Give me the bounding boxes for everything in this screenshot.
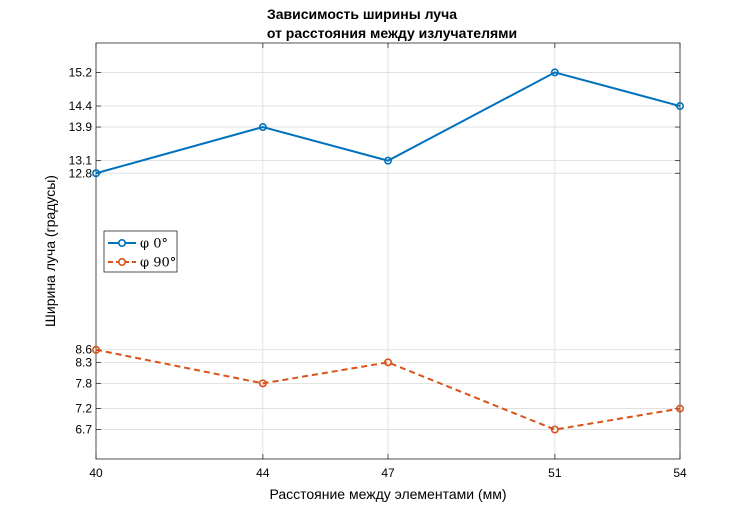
series-0-point xyxy=(92,169,101,178)
legend: φ 0° φ 90° xyxy=(103,230,178,273)
series-1-point xyxy=(383,358,392,367)
legend-box xyxy=(103,230,178,273)
x-axis-label: Расстояние между элементами (мм) xyxy=(269,486,506,502)
x-tick-label: 51 xyxy=(548,466,562,480)
y-tick-label: 15.2 xyxy=(69,65,93,79)
y-tick-label: 7.2 xyxy=(75,402,92,416)
series-1-point xyxy=(550,425,559,434)
y-tick-label: 12.8 xyxy=(69,166,93,180)
chart-title-line-2: от расстояния между излучателями xyxy=(267,25,517,41)
series-0-point xyxy=(383,156,392,165)
series-layer xyxy=(92,68,684,434)
y-tick-label: 7.8 xyxy=(75,376,92,390)
grid-layer xyxy=(95,43,681,459)
y-tick-label: 6.7 xyxy=(75,423,92,437)
y-axis-ticks: 6.7 7.2 7.8 8.38.6 12.813.1 13.9 14.4 15.2 xyxy=(69,65,680,437)
series-1-point xyxy=(92,345,101,354)
legend-items: φ 0° φ 90° xyxy=(108,237,176,271)
series-0-line xyxy=(95,71,681,175)
y-axis-label: Ширина луча (градусы) xyxy=(42,175,58,327)
y-tick-label: 13.1 xyxy=(69,154,93,168)
x-tick-label: 54 xyxy=(673,466,687,480)
y-tick-label: 8.6 xyxy=(75,343,92,357)
x-tick-label: 47 xyxy=(381,466,395,480)
legend-marker-1 xyxy=(118,257,127,266)
y-tick-label: 13.9 xyxy=(69,120,93,134)
series-0-point xyxy=(675,102,684,111)
series-1-point xyxy=(258,379,267,388)
x-axis-ticks: 40 44 47 51 54 xyxy=(89,43,687,480)
legend-label-1: φ 90° xyxy=(140,256,176,271)
series-0-point xyxy=(550,68,559,77)
y-tick-label: 8.3 xyxy=(75,355,92,369)
y-tick-label: 14.4 xyxy=(69,99,93,113)
x-tick-label: 44 xyxy=(256,466,270,480)
legend-label-0: φ 0° xyxy=(140,237,168,252)
legend-marker-0 xyxy=(118,239,127,248)
chart-title-line-1: Зависимость ширины луча xyxy=(267,6,457,22)
series-1-line xyxy=(95,348,681,431)
series-1-point xyxy=(675,404,684,413)
series-0-point xyxy=(258,123,267,132)
x-tick-label: 40 xyxy=(89,466,103,480)
